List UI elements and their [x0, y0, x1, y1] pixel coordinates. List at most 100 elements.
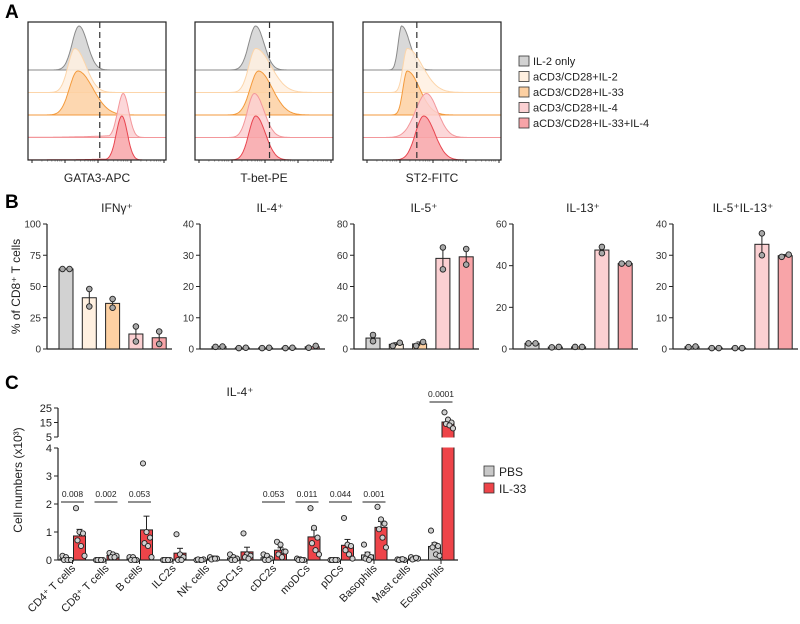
y-tick-label: 0: [661, 345, 667, 356]
bar: [754, 243, 770, 350]
data-point: [308, 540, 316, 547]
data-point: [396, 339, 404, 347]
legend-label: PBS: [499, 465, 523, 479]
data-point: [111, 554, 118, 561]
data-point: [399, 556, 406, 563]
data-point: [578, 343, 586, 351]
data-point: [532, 340, 539, 347]
data-point: [282, 548, 289, 555]
legend-swatch: [518, 86, 530, 98]
bar: [617, 263, 633, 350]
y-tick-label: 60: [337, 251, 349, 262]
data-point: [143, 528, 150, 536]
data-point: [59, 265, 66, 273]
panel-label-b: B: [5, 192, 19, 213]
data-point: [277, 541, 284, 548]
legend-label: aCD3/CD28+IL-33+IL-4: [533, 118, 649, 130]
x-tick-label: cDC2s: [247, 562, 279, 594]
histogram-trace-1: [28, 47, 166, 93]
bar: [684, 346, 700, 350]
data-point: [548, 344, 556, 351]
data-point: [785, 251, 792, 258]
data-point: [312, 342, 319, 350]
bar: [571, 346, 587, 350]
bar: [777, 255, 793, 350]
histogram-trace-0: [195, 25, 333, 71]
data-point: [312, 547, 319, 554]
y-tick-label: 40: [337, 282, 349, 293]
data-point: [315, 551, 323, 558]
category-group: B cells 0.053: [114, 460, 155, 594]
data-point: [77, 542, 85, 550]
data-point: [369, 337, 377, 345]
data-point: [342, 547, 349, 554]
bar: [281, 347, 297, 350]
histogram-2: ST2-FITC: [362, 21, 502, 185]
data-point: [340, 514, 348, 522]
data-point: [164, 556, 172, 564]
histogram-trace-1: [195, 48, 333, 93]
data-point: [72, 505, 80, 512]
bar: [594, 249, 610, 350]
y-tick-label: 40: [496, 261, 508, 272]
data-point: [434, 542, 442, 550]
data-point: [419, 338, 427, 346]
data-point: [298, 556, 306, 564]
histogram-trace-1: [363, 48, 501, 93]
y-tick-label: 20: [337, 313, 349, 324]
data-point: [382, 544, 390, 551]
y-tick-label: 80: [337, 220, 349, 231]
bar: [258, 347, 274, 350]
data-point: [598, 249, 606, 257]
legend-swatch: [518, 71, 530, 82]
y-tick-label: 20: [496, 303, 508, 314]
bar: [58, 268, 74, 350]
data-point: [377, 516, 385, 523]
data-point: [758, 230, 766, 237]
data-point: [310, 524, 318, 531]
y-tick-label: 5: [46, 432, 52, 444]
y-tick-label: 60: [496, 220, 508, 231]
data-point: [439, 266, 447, 273]
data-point: [212, 343, 219, 351]
data-point: [412, 554, 420, 561]
data-point: [144, 542, 152, 550]
data-point: [289, 344, 296, 352]
x-tick-label: cDC1s: [214, 562, 246, 594]
bar: [524, 342, 540, 350]
x-tick-label: NK cells: [175, 562, 212, 599]
x-tick-label: B cells: [114, 562, 146, 594]
histogram-frame: [362, 21, 502, 161]
data-point: [265, 344, 273, 352]
histogram-trace-2: [195, 70, 333, 116]
p-value-label: 0.002: [95, 489, 117, 499]
data-point: [427, 527, 435, 534]
y-axis-label: Cell numbers (x10³): [11, 427, 25, 532]
histogram-trace-3: [195, 92, 333, 138]
data-point: [155, 328, 163, 335]
y-tick-label: 25: [40, 403, 52, 415]
data-point: [738, 344, 746, 352]
histogram-trace-3: [27, 92, 166, 138]
data-point: [555, 343, 563, 351]
bar: [211, 346, 227, 350]
legend-swatch: [483, 482, 495, 494]
subplot-1: IL-4⁺ 0 10 20 30 40: [183, 201, 325, 356]
data-point: [375, 526, 383, 533]
y-tick-label: 0: [188, 345, 194, 356]
data-point: [360, 541, 368, 548]
bar-il33: [374, 526, 388, 561]
y-tick-label: 1: [46, 527, 52, 539]
data-point: [146, 534, 154, 541]
panel-label-a: A: [5, 2, 19, 23]
data-point: [231, 556, 239, 564]
data-point: [132, 338, 140, 345]
data-point: [211, 555, 219, 562]
data-point: [97, 556, 105, 564]
histogram-trace-2: [28, 70, 166, 116]
legend-swatch: [518, 117, 530, 129]
data-point: [86, 303, 93, 310]
data-point: [278, 554, 286, 561]
